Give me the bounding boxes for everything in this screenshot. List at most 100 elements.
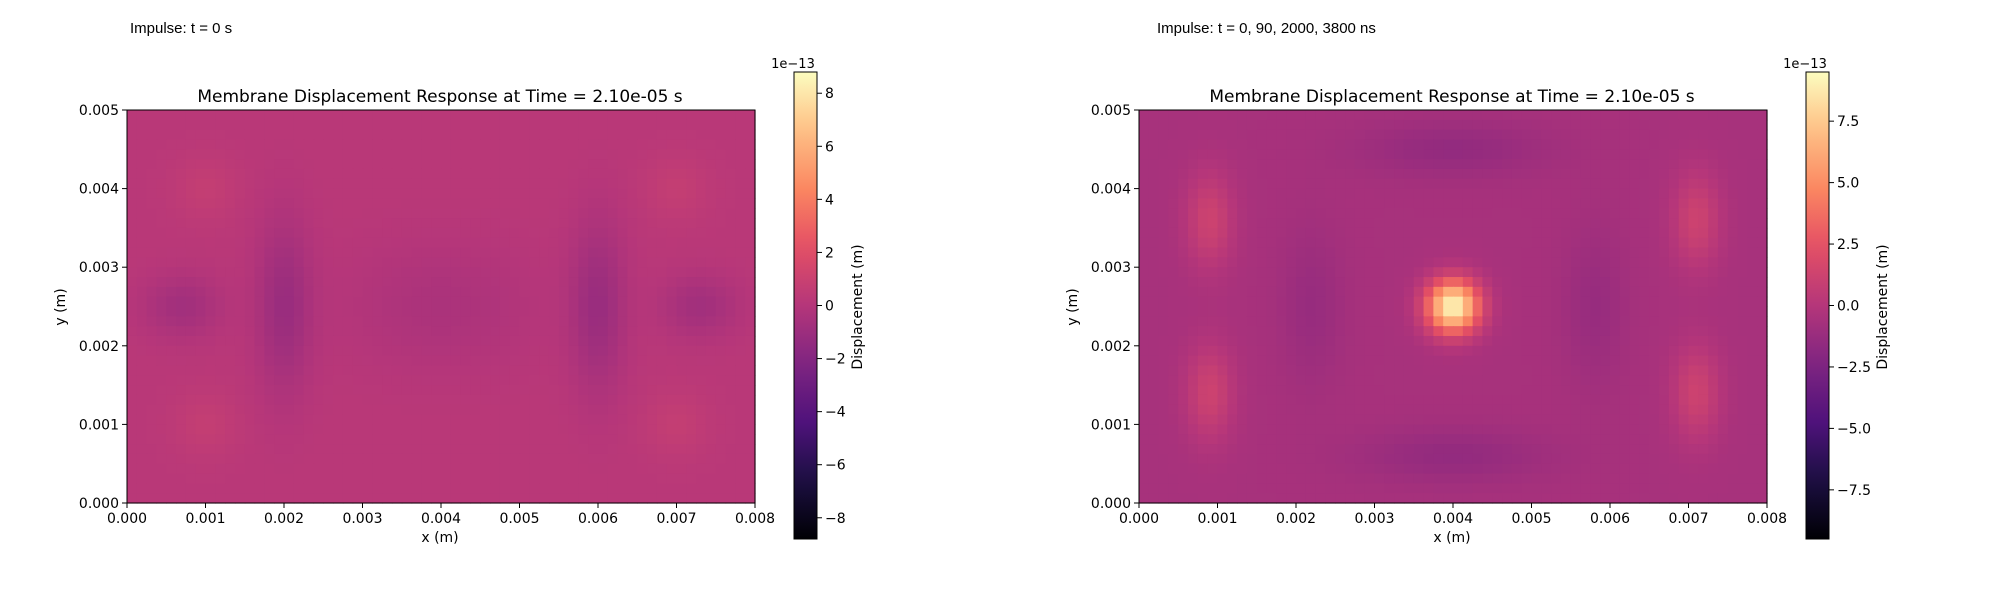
heatmap-cell xyxy=(1423,237,1434,249)
heatmap-cell xyxy=(166,326,177,337)
heatmap-cell xyxy=(1364,306,1376,317)
heatmap-cell xyxy=(1394,355,1405,367)
heatmap-cell xyxy=(598,493,609,504)
heatmap-cell xyxy=(529,385,540,396)
heatmap-cell xyxy=(1158,463,1170,475)
heatmap-cell xyxy=(127,493,138,504)
heatmap-cell xyxy=(1296,463,1307,475)
heatmap-cell xyxy=(705,345,717,357)
heatmap-cell xyxy=(274,267,285,278)
heatmap-cell xyxy=(1453,237,1464,249)
heatmap-cell xyxy=(441,286,452,298)
heatmap-cell xyxy=(578,110,589,121)
heatmap-cell xyxy=(499,237,511,249)
heatmap-cell xyxy=(1207,119,1219,131)
heatmap-cell xyxy=(450,385,462,396)
heatmap-cell xyxy=(1708,129,1719,141)
heatmap-cell xyxy=(323,139,334,150)
heatmap-cell xyxy=(1364,218,1376,229)
heatmap-cell xyxy=(686,178,697,190)
heatmap-cell xyxy=(539,335,550,347)
heatmap-cell xyxy=(1384,424,1395,435)
heatmap-cell xyxy=(1570,434,1582,445)
heatmap-cell xyxy=(529,257,540,268)
heatmap-cell xyxy=(1541,414,1552,425)
heatmap-cell xyxy=(1246,355,1258,367)
heatmap-cell xyxy=(1521,434,1533,445)
heatmap-cell xyxy=(185,247,197,258)
heatmap-cell xyxy=(1757,227,1768,239)
heatmap-cell xyxy=(1727,139,1739,150)
heatmap-cell xyxy=(1188,404,1199,416)
heatmap-cell xyxy=(450,149,462,160)
heatmap-cell xyxy=(725,345,736,357)
heatmap-cell xyxy=(598,198,609,209)
heatmap-cell xyxy=(509,394,521,406)
heatmap-cell xyxy=(1256,306,1268,317)
heatmap-cell xyxy=(382,335,393,347)
heatmap-cell xyxy=(1168,453,1179,465)
heatmap-cell xyxy=(1423,257,1434,268)
heatmap-cell xyxy=(1560,296,1572,308)
heatmap-cell xyxy=(215,335,226,347)
heatmap-cell xyxy=(627,218,638,229)
heatmap-cell xyxy=(303,483,315,494)
heatmap-cell xyxy=(1708,227,1719,239)
heatmap-cell xyxy=(637,414,648,425)
heatmap-cell xyxy=(1335,453,1346,465)
heatmap-cell xyxy=(1158,267,1170,278)
heatmap-cell xyxy=(1345,444,1356,455)
heatmap-cell xyxy=(1590,159,1601,170)
heatmap-cell xyxy=(431,218,442,229)
heatmap-cell xyxy=(1217,208,1228,219)
heatmap-cell xyxy=(333,119,344,131)
heatmap-cell xyxy=(578,247,589,258)
heatmap-cell xyxy=(1443,316,1454,327)
heatmap-cell xyxy=(745,345,756,357)
heatmap-cell xyxy=(342,159,354,170)
heatmap-cell xyxy=(1551,110,1562,121)
heatmap-cell xyxy=(1315,188,1327,200)
heatmap-cell xyxy=(1639,316,1650,327)
heatmap-cell xyxy=(1600,110,1611,121)
heatmap-cell xyxy=(176,208,187,219)
heatmap-cell xyxy=(136,385,148,396)
heatmap-cell xyxy=(588,473,599,484)
heatmap-cell xyxy=(1227,404,1238,416)
heatmap-cell xyxy=(1737,355,1748,367)
heatmap-cell xyxy=(431,159,442,170)
heatmap-cell xyxy=(745,110,756,121)
heatmap-cell xyxy=(1286,375,1297,386)
heatmap-cell xyxy=(1256,355,1268,367)
heatmap-cell xyxy=(647,434,658,445)
heatmap-cell xyxy=(1207,434,1219,445)
heatmap-cell xyxy=(1423,296,1434,308)
heatmap-cell xyxy=(401,267,413,278)
heatmap-cell xyxy=(480,483,491,494)
heatmap-cell xyxy=(313,424,324,435)
heatmap-cell xyxy=(411,306,422,317)
heatmap-cell xyxy=(1482,444,1493,455)
heatmap-cell xyxy=(1364,208,1376,219)
heatmap-cell xyxy=(1580,257,1591,268)
heatmap-cell xyxy=(1413,218,1425,229)
heatmap-cell xyxy=(1197,149,1209,160)
heatmap-cell xyxy=(499,434,511,445)
heatmap-cell xyxy=(421,463,432,475)
heatmap-cell xyxy=(637,149,648,160)
heatmap-cell xyxy=(578,168,589,180)
heatmap-cell xyxy=(362,345,373,357)
heatmap-cell xyxy=(293,394,305,406)
heatmap-cell xyxy=(676,365,687,376)
heatmap-cell xyxy=(627,139,638,150)
heatmap-cell xyxy=(450,444,462,455)
heatmap-cell xyxy=(372,375,383,386)
heatmap-cell xyxy=(254,277,265,288)
heatmap-cell xyxy=(725,463,736,475)
heatmap-cell xyxy=(705,404,717,416)
heatmap-cell xyxy=(244,149,256,160)
heatmap-cell xyxy=(1443,227,1454,239)
heatmap-cell xyxy=(1237,286,1248,298)
heatmap-cell xyxy=(529,365,540,376)
heatmap-cell xyxy=(1649,453,1660,465)
